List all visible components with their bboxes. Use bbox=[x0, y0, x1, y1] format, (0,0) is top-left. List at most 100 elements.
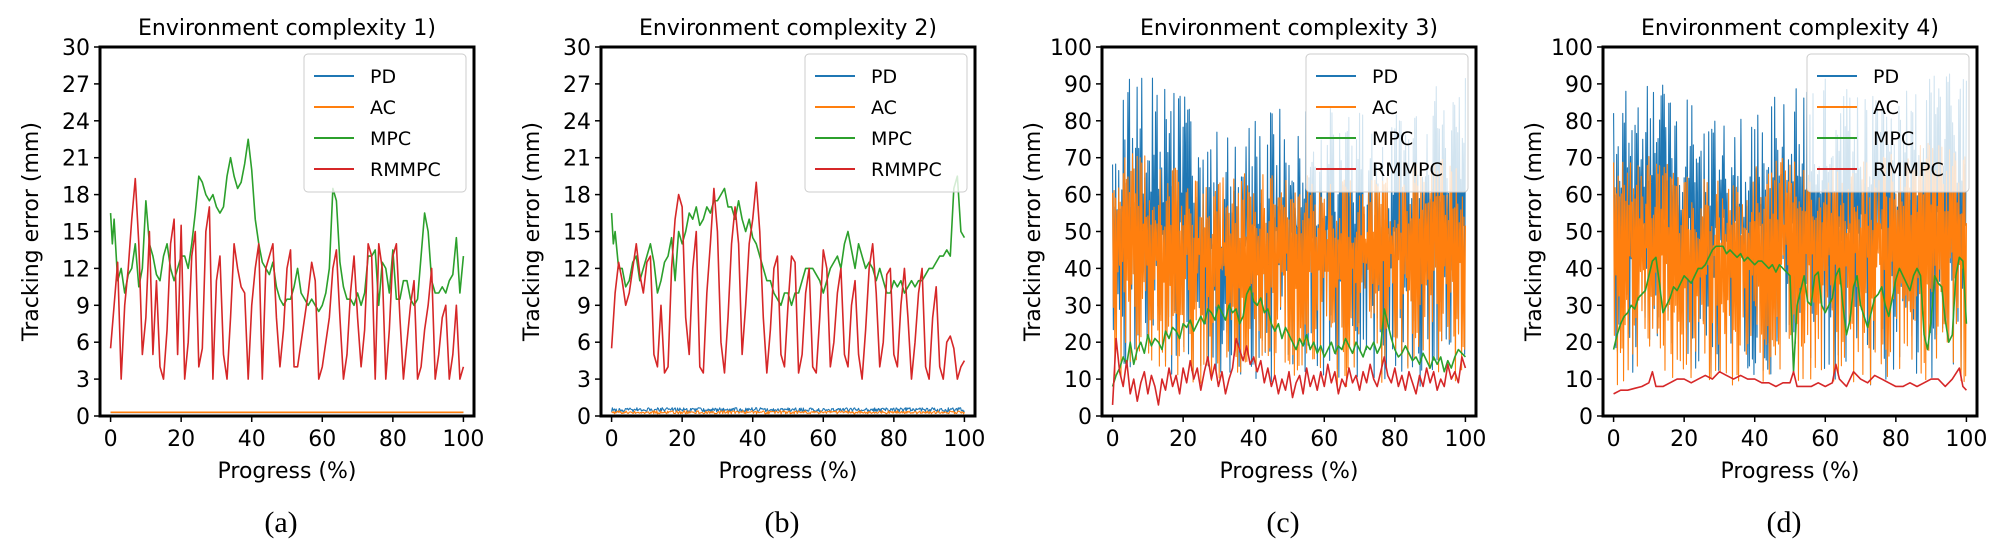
y-tick-label: 30 bbox=[1565, 294, 1593, 319]
x-tick-label: 80 bbox=[379, 427, 407, 452]
y-tick-label: 0 bbox=[1078, 405, 1092, 430]
legend-label-mpc: MPC bbox=[1372, 128, 1413, 150]
y-tick-label: 10 bbox=[1064, 368, 1092, 393]
subfigure-caption: (c) bbox=[1266, 506, 1299, 539]
y-tick-label: 30 bbox=[62, 36, 90, 61]
y-tick-label: 50 bbox=[1565, 221, 1593, 246]
y-tick-label: 12 bbox=[62, 257, 90, 282]
y-tick-label: 27 bbox=[62, 73, 90, 98]
plot-area bbox=[1111, 77, 1467, 406]
axes-frame bbox=[1100, 45, 1478, 418]
y-tick-label: 70 bbox=[1064, 147, 1092, 172]
y-tick-label: 70 bbox=[1565, 147, 1593, 172]
y-tick-label: 60 bbox=[1064, 184, 1092, 209]
x-tick-label: 80 bbox=[880, 427, 908, 452]
x-tick-label: 0 bbox=[605, 427, 619, 452]
y-axis-label: Tracking error (mm) bbox=[1522, 122, 1547, 342]
legend-label-mpc: MPC bbox=[370, 128, 411, 150]
y-axis-label: Tracking error (mm) bbox=[19, 122, 44, 342]
y-tick-label: 0 bbox=[1579, 405, 1593, 430]
x-tick-label: 100 bbox=[943, 427, 985, 452]
y-tick-label: 15 bbox=[563, 221, 591, 246]
y-tick-label: 15 bbox=[62, 221, 90, 246]
legend-label-rmmpc: RMMPC bbox=[1873, 159, 1944, 181]
y-tick-label: 18 bbox=[563, 184, 591, 209]
x-tick-label: 100 bbox=[1444, 427, 1486, 452]
x-tick-label: 100 bbox=[442, 427, 484, 452]
series-line-rmmpc bbox=[610, 181, 966, 380]
series-line-mpc bbox=[610, 175, 966, 307]
legend-label-ac: AC bbox=[1873, 97, 1899, 119]
y-tick-label: 12 bbox=[563, 257, 591, 282]
y-axis-label: Tracking error (mm) bbox=[520, 122, 545, 342]
y-tick-label: 21 bbox=[563, 147, 591, 172]
subfigure-caption: (b) bbox=[765, 506, 800, 539]
y-tick-label: 24 bbox=[62, 110, 90, 135]
axes-frame bbox=[98, 45, 476, 418]
y-tick-label: 6 bbox=[577, 331, 591, 356]
y-tick-label: 18 bbox=[62, 184, 90, 209]
plot-area bbox=[109, 138, 465, 414]
legend-box bbox=[303, 53, 467, 193]
x-tick-label: 40 bbox=[739, 427, 767, 452]
axes-frame bbox=[1601, 45, 1979, 418]
x-tick-label: 60 bbox=[1811, 427, 1839, 452]
chart-title: Environment complexity 2) bbox=[639, 16, 937, 41]
x-tick-label: 60 bbox=[1310, 427, 1338, 452]
x-tick-label: 20 bbox=[1670, 427, 1698, 452]
y-tick-label: 100 bbox=[1050, 36, 1092, 61]
y-tick-label: 40 bbox=[1565, 257, 1593, 282]
y-tick-label: 0 bbox=[76, 405, 90, 430]
series-line-rmmpc bbox=[1111, 337, 1467, 406]
legend: PD AC MPC RMMPC bbox=[303, 53, 467, 193]
y-tick-label: 3 bbox=[76, 368, 90, 393]
x-tick-label: 80 bbox=[1381, 427, 1409, 452]
chart-title: Environment complexity 4) bbox=[1641, 16, 1939, 41]
legend-label-pd: PD bbox=[370, 66, 396, 88]
y-tick-label: 80 bbox=[1565, 110, 1593, 135]
legend-label-mpc: MPC bbox=[1873, 128, 1914, 150]
legend-box bbox=[1305, 53, 1469, 193]
subfigure-caption: (a) bbox=[264, 506, 297, 539]
x-tick-label: 0 bbox=[1607, 427, 1621, 452]
series-line-mpc bbox=[1111, 286, 1466, 387]
x-axis-label: Progress (%) bbox=[218, 459, 357, 484]
legend-label-ac: AC bbox=[370, 97, 396, 119]
x-tick-label: 80 bbox=[1882, 427, 1910, 452]
chart-panel-3: Environment complexity 3) 0 10 20 30 40 50 60 70… bbox=[1021, 16, 1486, 539]
x-tick-label: 60 bbox=[809, 427, 837, 452]
x-tick-label: 0 bbox=[104, 427, 118, 452]
y-tick-label: 9 bbox=[577, 294, 591, 319]
y-tick-label: 60 bbox=[1565, 184, 1593, 209]
legend-label-rmmpc: RMMPC bbox=[370, 159, 441, 181]
chart-panel-2: Environment complexity 2) 0 3 6 9 12 15 18 21 24 2… bbox=[520, 16, 985, 539]
x-tick-label: 40 bbox=[1741, 427, 1769, 452]
subfigure-caption: (d) bbox=[1767, 506, 1802, 539]
series-line-rmmpc bbox=[1613, 363, 1967, 395]
y-tick-label: 50 bbox=[1064, 221, 1092, 246]
y-tick-label: 10 bbox=[1565, 368, 1593, 393]
y-tick-label: 80 bbox=[1064, 110, 1092, 135]
y-tick-label: 90 bbox=[1565, 73, 1593, 98]
legend-label-pd: PD bbox=[1372, 66, 1398, 88]
legend: PD AC MPC RMMPC bbox=[804, 53, 968, 193]
legend-label-rmmpc: RMMPC bbox=[871, 159, 942, 181]
legend-label-pd: PD bbox=[1873, 66, 1899, 88]
legend-label-mpc: MPC bbox=[871, 128, 912, 150]
plot-area bbox=[610, 175, 966, 415]
y-tick-label: 40 bbox=[1064, 257, 1092, 282]
x-tick-label: 20 bbox=[1169, 427, 1197, 452]
y-tick-label: 6 bbox=[76, 331, 90, 356]
legend-label-pd: PD bbox=[871, 66, 897, 88]
y-tick-label: 27 bbox=[563, 73, 591, 98]
y-tick-label: 30 bbox=[563, 36, 591, 61]
legend: PD AC MPC RMMPC bbox=[1806, 53, 1970, 193]
x-tick-label: 20 bbox=[167, 427, 195, 452]
x-tick-label: 40 bbox=[1240, 427, 1268, 452]
x-tick-label: 60 bbox=[308, 427, 336, 452]
axes-frame bbox=[599, 45, 977, 418]
chart-panel-1: Environment complexity 1) 0 3 6 9 12 15 18 21 24 2… bbox=[19, 16, 484, 539]
series-line-mpc bbox=[1612, 245, 1968, 373]
y-tick-label: 0 bbox=[577, 405, 591, 430]
